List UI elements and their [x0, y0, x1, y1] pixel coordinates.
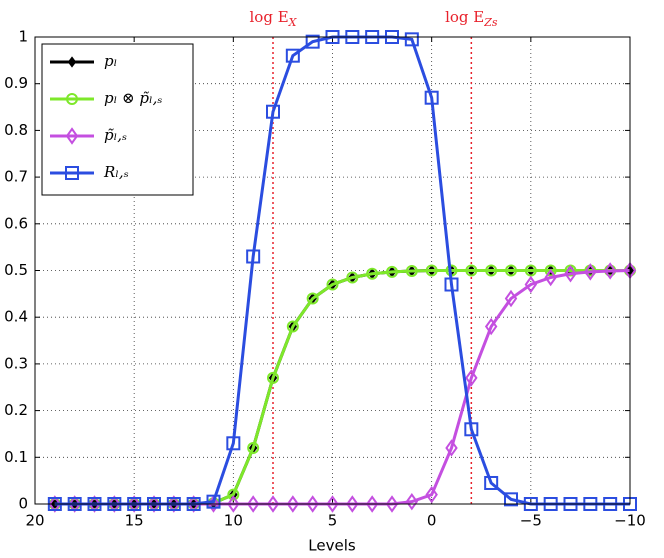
marker [346, 271, 359, 284]
marker [445, 439, 458, 457]
marker [226, 436, 241, 451]
x-tick-label: 0 [427, 512, 437, 530]
x-tick-label: −5 [520, 512, 542, 530]
marker [65, 166, 79, 180]
marker [286, 320, 299, 333]
marker [484, 475, 499, 490]
y-tick-label: 0 [18, 495, 28, 513]
legend-box [41, 43, 194, 196]
marker [504, 289, 518, 308]
marker [564, 265, 577, 283]
x-tick-label: 15 [125, 512, 144, 530]
marker [485, 264, 498, 277]
marker [524, 275, 538, 294]
legend-label: pₗ ⊗ p̃ₗ,ₛ [104, 89, 162, 107]
x-tick-label: 10 [224, 512, 243, 530]
x-tick-label: −10 [614, 512, 646, 530]
marker [465, 264, 478, 277]
marker [386, 265, 398, 278]
marker [346, 495, 359, 513]
marker [544, 268, 557, 287]
marker [326, 278, 339, 291]
legend-label: Rₗ,ₛ [103, 163, 129, 181]
x-tick-label: 5 [328, 512, 338, 530]
y-tick-label: 0.1 [4, 448, 28, 466]
legend: pₗ pₗ ⊗ p̃ₗ,ₛ p̃ₗ,ₛ Rₗ,ₛ [41, 43, 194, 196]
marker [484, 317, 498, 336]
marker [285, 48, 300, 63]
marker [267, 371, 279, 384]
marker [385, 495, 399, 513]
marker [405, 492, 419, 511]
reference-label-text: log E [445, 8, 484, 26]
legend-label: pₗ [104, 52, 117, 70]
marker [66, 93, 78, 105]
y-tick-label: 0.2 [4, 401, 28, 419]
y-tick-label: 0.9 [4, 74, 28, 92]
axes-frame [34, 36, 631, 505]
marker [524, 264, 537, 277]
y-tick-label: 0.8 [4, 121, 28, 139]
legend-label: p̃ₗ,ₛ [104, 126, 127, 144]
marker [365, 495, 379, 513]
y-tick-label: 0.7 [4, 168, 28, 186]
marker [246, 495, 260, 513]
marker [67, 56, 77, 68]
marker [326, 495, 339, 513]
marker [306, 495, 319, 513]
marker [424, 90, 439, 105]
marker [266, 495, 280, 513]
y-tick-label: 0.3 [4, 354, 28, 372]
marker [425, 485, 438, 504]
reference-label: log EZs [445, 8, 498, 29]
marker [505, 264, 517, 277]
x-axis-label: Levels [308, 537, 356, 555]
marker [65, 127, 79, 145]
marker [246, 249, 261, 264]
reference-label-subscript: X [288, 16, 298, 29]
marker [465, 369, 478, 387]
marker [444, 277, 459, 292]
marker [266, 104, 280, 119]
x-tick-label: 20 [25, 512, 44, 530]
y-tick-label: 0.4 [4, 308, 28, 326]
marker [603, 262, 617, 280]
marker [286, 495, 300, 513]
marker [405, 264, 418, 277]
marker [584, 263, 597, 281]
marker [305, 34, 320, 49]
marker [464, 422, 479, 437]
y-tick-label: 0.6 [4, 214, 28, 232]
marker [247, 441, 260, 454]
y-tick-label: 0.5 [4, 261, 28, 279]
marker [504, 492, 518, 507]
marker [544, 264, 557, 277]
y-tick-label: 1 [18, 28, 28, 46]
marker [227, 495, 240, 513]
reference-label-subscript: Zs [483, 16, 498, 29]
marker [306, 292, 319, 305]
marker [227, 488, 240, 501]
marker [425, 264, 438, 277]
reference-label-text: log E [250, 8, 289, 26]
marker [404, 32, 419, 47]
marker [366, 267, 379, 280]
reference-label: log EX [250, 8, 298, 29]
marker [206, 494, 221, 509]
